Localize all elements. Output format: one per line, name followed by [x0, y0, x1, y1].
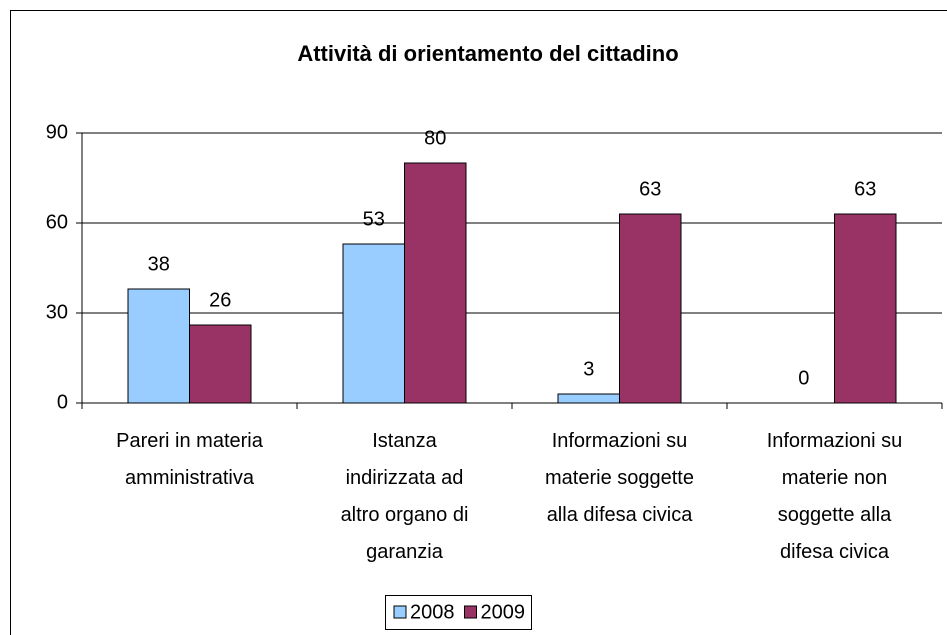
x-tick-label-line: altro organo di	[341, 504, 469, 526]
data-label: 0	[798, 367, 809, 389]
bar	[189, 324, 252, 404]
data-label: 80	[424, 127, 446, 149]
data-label: 53	[363, 208, 385, 230]
x-tick-label-line: alla difesa civica	[547, 504, 694, 526]
x-tick-label-line: materie soggette	[545, 467, 694, 489]
x-tick-label-line: materie non	[782, 467, 888, 489]
bar	[619, 213, 682, 404]
y-tick-label: 30	[46, 301, 68, 323]
x-tick-label: Istanza indirizzata ad altro organo di gara…	[341, 430, 469, 563]
x-tick-label-line: garanzia	[366, 541, 444, 563]
y-tick-label: 0	[57, 391, 68, 413]
x-tick-label: Informazioni su materie non soggette alla d…	[767, 430, 903, 563]
bar	[557, 393, 620, 404]
data-label: 63	[639, 178, 661, 200]
legend-box	[385, 595, 532, 630]
x-tick-label: Pareri in materia amministrativa	[116, 430, 264, 489]
x-tick-label-line: soggette alla	[778, 504, 892, 526]
legend-label: 2008	[410, 601, 455, 623]
data-label: 3	[583, 358, 594, 380]
chart-title: Attività di orientamento del cittadino	[297, 41, 678, 66]
x-tick-label-line: amministrativa	[125, 467, 255, 489]
data-label: 63	[854, 178, 876, 200]
x-tick-label-line: Istanza	[372, 430, 437, 452]
y-tick-label: 90	[46, 121, 68, 143]
y-tick-label: 60	[46, 211, 68, 233]
bar	[342, 243, 405, 404]
bar	[127, 288, 190, 404]
x-tick-label-line: difesa civica	[780, 541, 890, 563]
legend-swatch	[393, 605, 407, 619]
x-tick-label-line: Pareri in materia	[116, 430, 264, 452]
x-tick-label: Informazioni su materie soggette alla dife…	[545, 430, 694, 526]
x-tick-label-line: Informazioni su	[767, 430, 903, 452]
legend: 2008 2009	[385, 595, 532, 630]
data-label: 26	[209, 289, 231, 311]
legend-swatch	[464, 605, 477, 619]
x-tick-label-line: indirizzata ad	[346, 467, 464, 489]
bar	[404, 162, 467, 404]
x-tick-label-line: Informazioni su	[552, 430, 688, 452]
bar	[834, 213, 897, 404]
data-label: 38	[148, 253, 170, 275]
legend-label: 2009	[481, 601, 526, 623]
